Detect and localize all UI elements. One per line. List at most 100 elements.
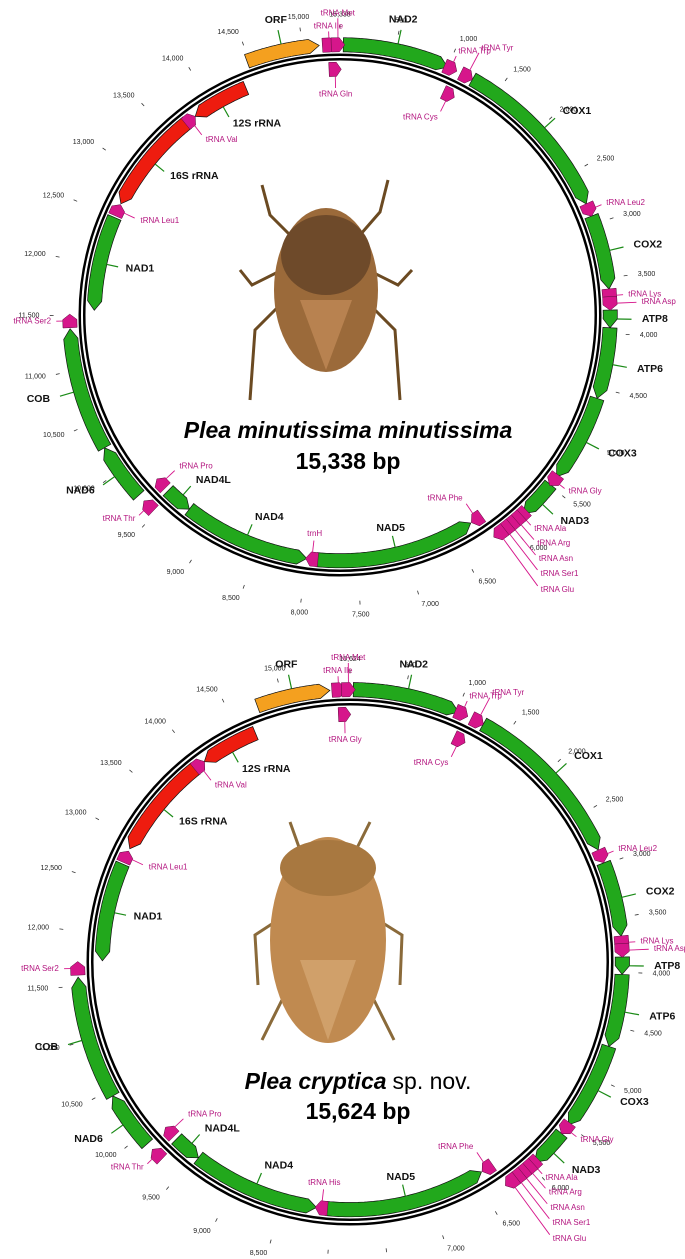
trna-leader — [476, 1152, 484, 1163]
gene-arc — [103, 447, 145, 501]
gene-label: NAD3 — [572, 1164, 601, 1176]
trna-label: tRNA Met — [321, 8, 356, 17]
tick-mark — [623, 274, 628, 277]
tick-mark — [462, 692, 465, 697]
trna-leader — [629, 948, 649, 951]
trna-label: tRNA Met — [331, 653, 366, 662]
tick-mark — [471, 568, 475, 573]
tick-label: 5,500 — [593, 1140, 611, 1147]
tick-mark — [91, 1097, 96, 1100]
gene-arc — [604, 973, 630, 1048]
gene-label: NAD4L — [196, 474, 232, 486]
tick-mark — [55, 255, 60, 258]
trna-leader — [617, 301, 637, 304]
gene-label: ATP6 — [637, 363, 663, 375]
gene-leader — [59, 391, 74, 397]
genome-map: 500 1,000 1,500 2,000 2,500 3,000 3,500 4,000 4,… — [13, 8, 676, 618]
tick-mark — [102, 480, 107, 484]
tick-mark — [504, 77, 508, 82]
trna-label: tRNA Leu2 — [618, 844, 657, 853]
gene-leader — [247, 524, 253, 536]
trna-label: tRNA Pro — [179, 461, 213, 470]
trna-label: tRNA Gly — [569, 487, 602, 496]
trna-leader — [509, 533, 538, 571]
tick-label: 12,500 — [41, 865, 63, 872]
gene-leader — [67, 1039, 82, 1046]
tick-label: 2,000 — [560, 107, 578, 114]
trna-leader — [165, 470, 175, 479]
tick-mark — [221, 698, 225, 703]
trna-label: tRNA Asn — [539, 554, 573, 563]
tick-label: 3,500 — [638, 271, 656, 278]
tick-mark — [141, 524, 146, 528]
trna-leader — [532, 1173, 546, 1189]
tick-mark — [615, 391, 620, 394]
gene-label: ORF — [265, 14, 288, 26]
trna-label: tRNA Gly — [329, 735, 362, 744]
tick-label: 4,000 — [640, 332, 658, 339]
tick-label: 9,500 — [118, 532, 136, 539]
tick-label: 5,000 — [624, 1088, 642, 1095]
gene-label: 16S rRNA — [179, 816, 228, 828]
gene-leader — [222, 106, 230, 118]
trna-label: tRNA Ala — [546, 1173, 579, 1182]
tick-mark — [269, 1239, 272, 1244]
trna-leader — [203, 770, 212, 781]
trna-label: tRNA Cys — [403, 112, 438, 121]
tick-label: 8,500 — [250, 1250, 268, 1257]
species-name: Plea cryptica — [245, 1068, 387, 1094]
tick-mark — [189, 559, 192, 564]
gene-leader — [402, 1184, 406, 1197]
gene-leader — [624, 1011, 640, 1016]
gene-label: NAD1 — [126, 262, 155, 274]
gene-label: NAD4L — [205, 1122, 241, 1134]
gene-arc — [244, 39, 320, 69]
tick-mark — [417, 590, 419, 595]
tick-label: 5,000 — [607, 450, 625, 457]
tick-mark — [276, 678, 279, 683]
gene-label: ATP8 — [642, 313, 668, 325]
tick-mark — [241, 41, 244, 46]
gene-leader — [397, 29, 402, 44]
tick-mark — [124, 1145, 128, 1149]
tick-label: 4,000 — [653, 970, 671, 977]
tick-label: 4,500 — [629, 393, 647, 400]
gene-label: NAD3 — [560, 515, 589, 527]
trna-label: tRNA Ser1 — [541, 569, 579, 578]
tick-label: 13,000 — [73, 139, 95, 146]
gene-arc — [342, 37, 449, 71]
trna-leader — [559, 484, 565, 489]
trna-label: tRNA Ala — [534, 524, 567, 533]
tick-label: 10,500 — [43, 432, 65, 439]
trna-marker — [457, 66, 473, 84]
tick-label: 6,500 — [478, 579, 496, 586]
tick-mark — [215, 1218, 218, 1222]
tick-label: 12,000 — [28, 925, 50, 932]
trna-leader — [469, 52, 480, 71]
gene-label: NAD5 — [387, 1171, 416, 1183]
beetle-photo — [253, 821, 404, 1043]
genome-map: 500 1,000 1,500 2,000 2,500 3,000 3,500 4,000 4,… — [21, 653, 685, 1257]
trna-label: tRNA Cys — [414, 758, 449, 767]
trna-label: tRNA Leu1 — [141, 216, 180, 225]
trna-label: tRNA Asp — [654, 944, 685, 953]
tick-mark — [55, 373, 60, 375]
tick-mark — [166, 1186, 170, 1190]
tick-label: 500 — [405, 662, 417, 669]
gene-label: NAD2 — [399, 658, 428, 670]
trna-label: tRNA Ser2 — [13, 316, 51, 325]
trna-marker — [142, 499, 159, 517]
trna-leader — [132, 859, 144, 866]
gene-arc — [63, 328, 112, 452]
gene-leader — [163, 809, 174, 818]
gene-label: NAD6 — [74, 1133, 103, 1145]
trna-marker — [341, 682, 356, 698]
trna-leader — [138, 510, 144, 516]
trna-label: tRNA Lys — [640, 937, 673, 946]
gene-leader — [542, 504, 554, 515]
trna-label: tRNA Trp — [469, 691, 502, 700]
trna-marker — [547, 470, 565, 486]
gene-arc — [352, 682, 460, 716]
tick-label: 500 — [395, 18, 407, 25]
